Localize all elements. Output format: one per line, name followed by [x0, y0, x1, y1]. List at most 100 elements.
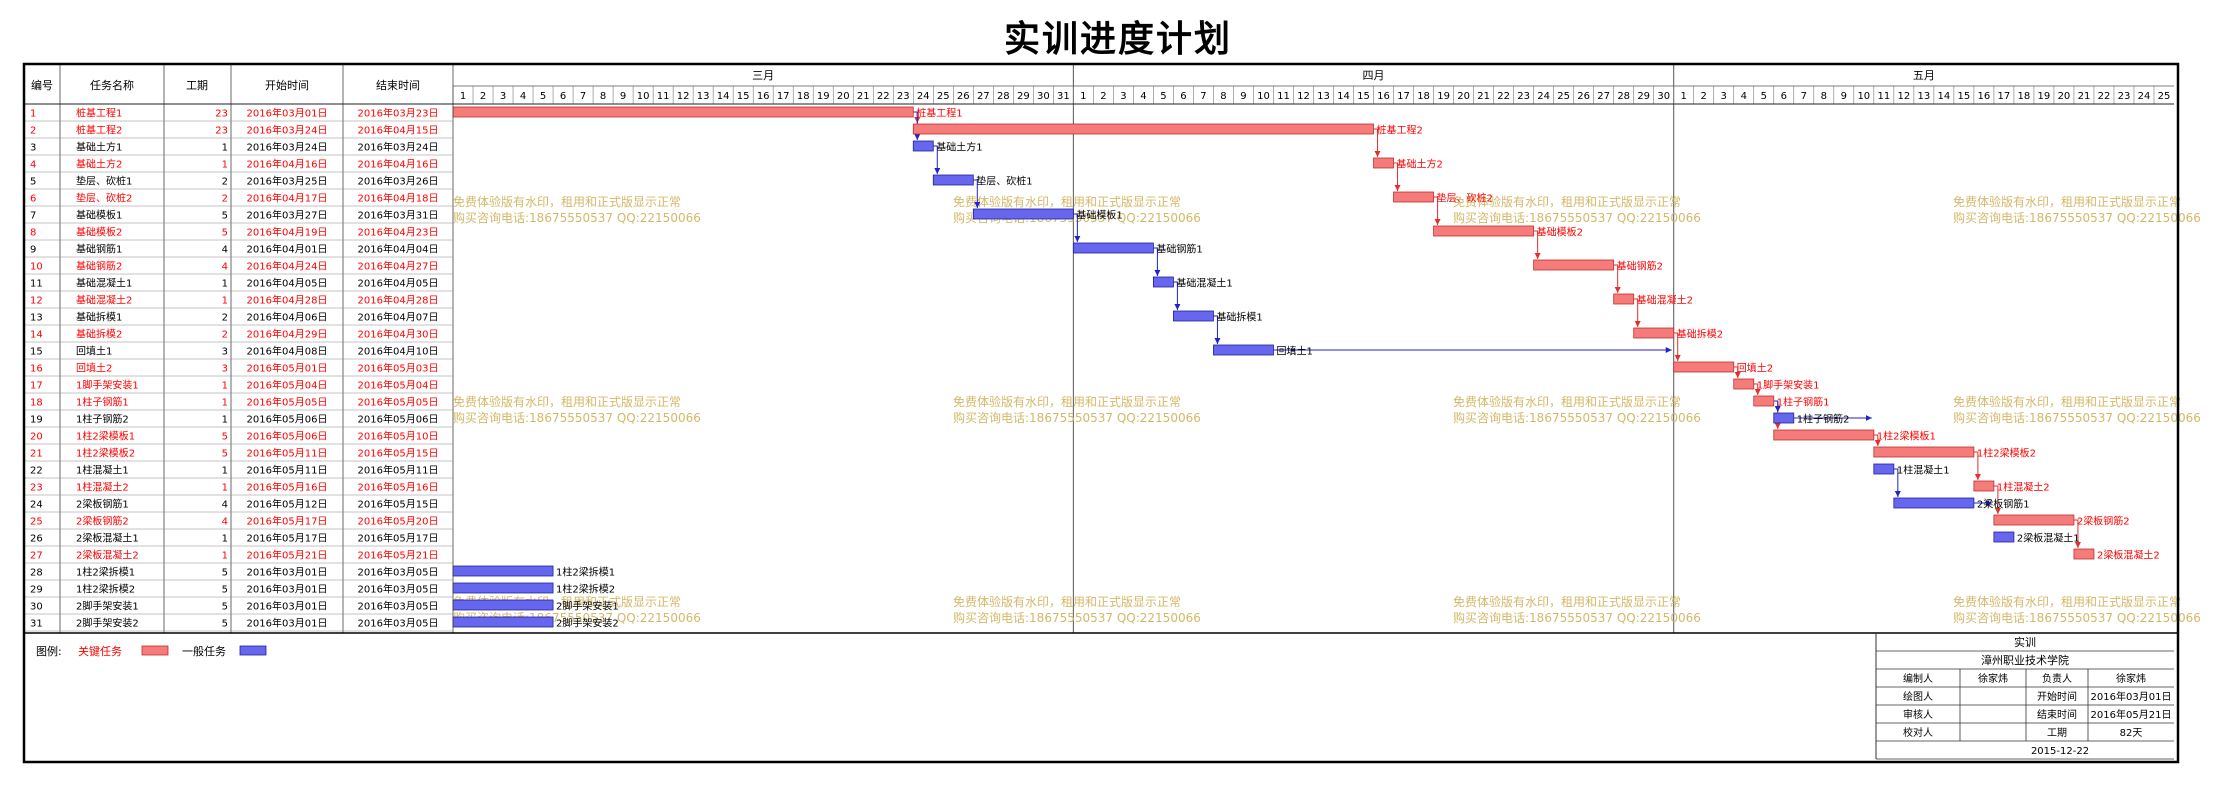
task-bar-25[interactable]: [1993, 514, 2075, 526]
task-start: 2016年05月16日: [247, 481, 328, 494]
task-bar-24[interactable]: [1893, 497, 1975, 509]
task-name: 基础拆模1: [76, 311, 122, 324]
task-bar-22[interactable]: [1873, 463, 1895, 475]
task-bar-14[interactable]: [1633, 327, 1675, 339]
task-bar-4[interactable]: [1373, 157, 1394, 169]
legend-normal-text: 一般任务: [182, 645, 226, 658]
task-name: 1柱2梁模板1: [76, 430, 135, 443]
task-bar-27[interactable]: [2073, 548, 2095, 560]
task-bar-26[interactable]: [1993, 531, 2015, 543]
task-bar-label: 1柱混凝土2: [1997, 481, 2050, 494]
day-label: 3: [500, 91, 506, 102]
task-end: 2016年03月31日: [358, 209, 439, 222]
info-value: 2016年03月01日: [2091, 690, 2172, 703]
task-end: 2016年05月06日: [358, 413, 439, 426]
dependency-link: [1213, 315, 1221, 344]
task-bar-10[interactable]: [1533, 259, 1615, 271]
task-end: 2016年05月21日: [358, 549, 439, 562]
watermark-text: 购买咨询电话:18675550537 QQ:22150066: [453, 210, 701, 225]
task-bar-20[interactable]: [1773, 429, 1875, 441]
watermark-text: 购买咨询电话:18675550537 QQ:22150066: [1453, 210, 1701, 225]
day-label: 11: [1277, 91, 1290, 102]
day-label: 25: [937, 91, 950, 102]
task-id: 23: [30, 483, 43, 494]
task-name: 基础模板2: [76, 226, 122, 239]
legend-normal-swatch: [239, 645, 267, 656]
day-label: 10: [1257, 91, 1270, 102]
task-bar-30[interactable]: [452, 599, 554, 611]
month-label-3: 五月: [1913, 69, 1935, 82]
task-bar-label: 桩基工程2: [1377, 124, 1423, 137]
task-id: 21: [30, 449, 43, 460]
task-bar-23[interactable]: [1973, 480, 1995, 492]
task-start: 2016年05月21日: [247, 549, 328, 562]
task-bar-3[interactable]: [912, 140, 934, 152]
task-name: 基础钢筋2: [76, 260, 122, 273]
task-name: 2梁板混凝土1: [76, 532, 139, 545]
task-bar-9[interactable]: [1072, 242, 1154, 254]
task-start: 2016年05月04日: [247, 379, 328, 392]
dependency-link: [1073, 213, 1081, 242]
task-bar-16[interactable]: [1673, 361, 1735, 373]
task-name: 1柱子钢筋1: [76, 396, 129, 409]
task-bar-7[interactable]: [972, 208, 1074, 220]
task-end: 2016年03月23日: [358, 107, 439, 120]
task-bar-5[interactable]: [932, 174, 974, 186]
task-end: 2016年05月15日: [358, 498, 439, 511]
task-bar-label: 1柱混凝土1: [1897, 464, 1950, 477]
day-label: 5: [1761, 91, 1767, 102]
task-bar-2[interactable]: [912, 123, 1374, 135]
task-bar-label: 垫层、砍桩2: [1437, 192, 1493, 205]
task-name: 桩基工程2: [76, 124, 122, 137]
task-bar-6[interactable]: [1393, 191, 1434, 203]
task-duration: 1: [222, 483, 228, 494]
day-label: 20: [1457, 91, 1470, 102]
day-label: 4: [520, 91, 526, 102]
task-bar-13[interactable]: [1173, 310, 1214, 322]
watermark-text: 免费体验版有水印，租用和正式版显示正常: [1453, 394, 1681, 409]
task-id: 22: [30, 466, 43, 477]
task-end: 2016年05月16日: [358, 481, 439, 494]
task-bar-28[interactable]: [452, 565, 554, 577]
task-duration: 1: [222, 415, 228, 426]
task-start: 2016年04月08日: [247, 345, 328, 358]
task-bar-15[interactable]: [1213, 344, 1274, 356]
task-bar-29[interactable]: [452, 582, 554, 594]
task-bar-1[interactable]: [452, 106, 914, 118]
task-start: 2016年05月01日: [247, 362, 328, 375]
task-bar-12[interactable]: [1613, 293, 1635, 305]
day-label: 18: [2018, 91, 2031, 102]
task-bar-17[interactable]: [1733, 378, 1755, 390]
day-label: 2: [1701, 91, 1707, 102]
task-bar-21[interactable]: [1873, 446, 1975, 458]
day-label: 13: [697, 91, 710, 102]
task-duration: 4: [222, 245, 228, 256]
day-label: 12: [1897, 91, 1910, 102]
day-label: 23: [2118, 91, 2131, 102]
task-id: 25: [30, 517, 43, 528]
task-bar-label: 桩基工程1: [916, 107, 962, 120]
day-label: 9: [1240, 91, 1246, 102]
watermark-text: 购买咨询电话:18675550537 QQ:22150066: [953, 610, 1201, 625]
task-bar-label: 基础拆模1: [1216, 311, 1262, 324]
task-bar-11[interactable]: [1153, 276, 1174, 288]
task-start: 2016年04月05日: [247, 277, 328, 290]
dependency-link: [1873, 434, 1881, 446]
task-id: 14: [30, 330, 43, 341]
task-end: 2016年05月15日: [358, 447, 439, 460]
day-label: 23: [1517, 91, 1530, 102]
task-bar-label: 1柱子钢筋1: [1777, 396, 1830, 409]
watermark-text: 免费体验版有水印，租用和正式版显示正常: [1953, 394, 2181, 409]
task-bar-31[interactable]: [452, 616, 554, 628]
task-name: 1柱2梁拆模1: [76, 566, 135, 579]
task-bar-19[interactable]: [1773, 412, 1795, 424]
task-bar-18[interactable]: [1753, 395, 1775, 407]
dependency-link: [933, 145, 941, 174]
task-id: 17: [30, 381, 43, 392]
day-label: 22: [2098, 91, 2111, 102]
dependency-link: [1613, 264, 1621, 293]
task-name: 垫层、砍桩1: [76, 175, 132, 188]
task-bar-8[interactable]: [1433, 225, 1535, 237]
task-duration: 5: [222, 602, 228, 613]
task-end: 2016年04月16日: [358, 158, 439, 171]
